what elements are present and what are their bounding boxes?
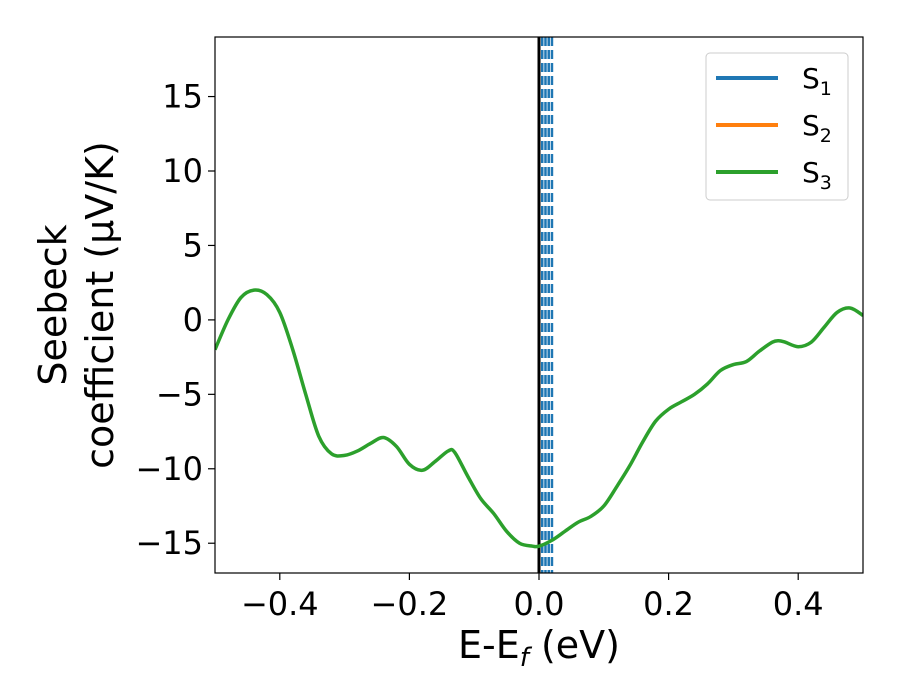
x-axis-ticks: −0.4 −0.2 0.0 0.2 0.4 [241, 573, 824, 623]
x-axis-label: E-Ef (eV) [458, 623, 620, 673]
legend-label: S3 [802, 156, 832, 194]
y-tick-label: 15 [162, 78, 203, 116]
x-axis-label-tail: (eV) [529, 623, 620, 667]
series-lines [215, 288, 863, 549]
x-tick-label: −0.2 [371, 585, 449, 623]
x-tick-label: 0.0 [514, 585, 565, 623]
y-tick-label: −15 [135, 524, 203, 562]
y-axis-label-line2: coefficient (μV/K) [78, 141, 122, 469]
y-axis-ticks: −15 −10 −5 0 5 10 15 [135, 78, 215, 562]
y-axis-label: Seebeck coefficient (μV/K) [31, 141, 122, 469]
x-tick-label: 0.4 [773, 585, 824, 623]
legend-label: S2 [802, 109, 832, 147]
y-axis-label-line1: Seebeck [31, 224, 75, 385]
y-tick-label: 5 [183, 226, 203, 264]
x-axis-label-main: E-E [458, 623, 520, 667]
y-tick-label: 0 [183, 301, 203, 339]
x-tick-label: 0.2 [643, 585, 694, 623]
fermi-level-lines [537, 37, 554, 573]
y-tick-label: −10 [135, 450, 203, 488]
legend-label: S1 [802, 62, 832, 100]
x-tick-label: −0.4 [241, 585, 319, 623]
y-tick-label: 10 [162, 152, 203, 190]
y-tick-label: −5 [156, 375, 203, 413]
legend: S1 S2 S3 [705, 52, 849, 201]
series-line-S3 [215, 288, 863, 549]
